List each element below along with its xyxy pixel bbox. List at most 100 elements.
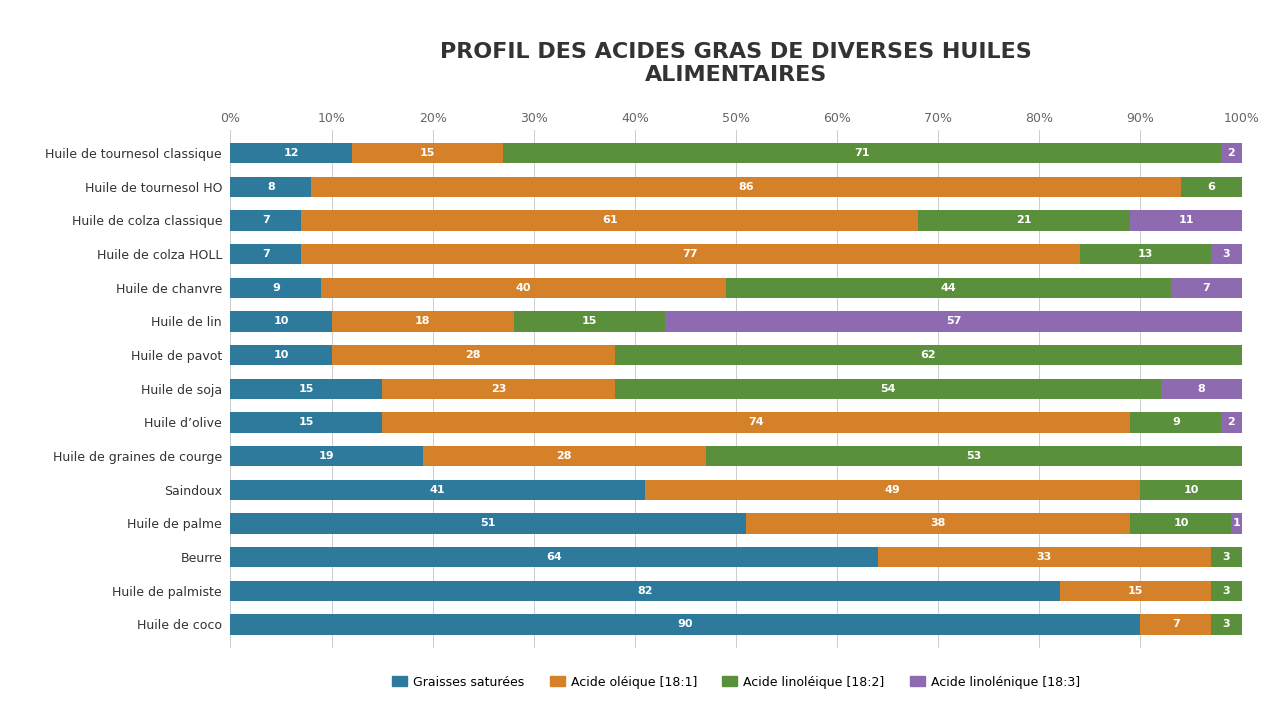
Text: 2: 2 xyxy=(1228,418,1235,428)
Bar xyxy=(1211,547,1242,567)
Text: 10: 10 xyxy=(1174,518,1189,528)
Bar xyxy=(332,311,513,332)
Bar xyxy=(230,176,311,197)
Bar xyxy=(614,345,1242,365)
Text: 38: 38 xyxy=(931,518,946,528)
Text: 23: 23 xyxy=(490,384,506,394)
Bar xyxy=(230,580,1060,601)
Text: 28: 28 xyxy=(557,451,572,461)
Text: 74: 74 xyxy=(749,418,764,428)
Text: 71: 71 xyxy=(855,148,870,158)
Bar xyxy=(918,210,1130,230)
Bar xyxy=(230,480,645,500)
Bar xyxy=(422,446,705,467)
Bar xyxy=(1181,176,1242,197)
Legend: Graisses saturées, Acide oléique [18:1], Acide linoléique [18:2], Acide linoléni: Graisses saturées, Acide oléique [18:1],… xyxy=(387,670,1085,693)
Bar xyxy=(1130,513,1231,534)
Bar xyxy=(513,311,666,332)
Text: 57: 57 xyxy=(946,317,961,326)
Bar xyxy=(1171,278,1242,298)
Bar xyxy=(705,446,1242,467)
Bar xyxy=(1140,614,1211,634)
Text: 1: 1 xyxy=(1233,518,1240,528)
Text: 3: 3 xyxy=(1222,249,1230,259)
Bar xyxy=(230,446,422,467)
Text: 6: 6 xyxy=(1207,182,1215,192)
Bar xyxy=(503,143,1221,163)
Text: 19: 19 xyxy=(319,451,334,461)
Text: 53: 53 xyxy=(966,451,982,461)
Bar xyxy=(1242,580,1252,601)
Text: 15: 15 xyxy=(581,317,596,326)
Text: 90: 90 xyxy=(677,619,694,629)
Text: 77: 77 xyxy=(682,249,699,259)
Bar xyxy=(230,345,332,365)
Bar xyxy=(230,244,301,264)
Bar xyxy=(230,513,746,534)
Bar xyxy=(746,513,1130,534)
Bar xyxy=(1211,614,1242,634)
Bar xyxy=(321,278,726,298)
Text: 15: 15 xyxy=(298,384,314,394)
Bar xyxy=(332,345,614,365)
Bar xyxy=(1130,210,1242,230)
Text: 3: 3 xyxy=(1222,552,1230,562)
Text: 64: 64 xyxy=(547,552,562,562)
Text: 7: 7 xyxy=(262,249,270,259)
Text: 3: 3 xyxy=(1222,619,1230,629)
Text: 21: 21 xyxy=(1016,215,1032,225)
Bar xyxy=(230,210,301,230)
Bar xyxy=(1060,580,1211,601)
Text: 10: 10 xyxy=(273,317,289,326)
Text: 49: 49 xyxy=(884,485,901,495)
Bar xyxy=(1130,413,1221,433)
Bar xyxy=(352,143,503,163)
Text: 2: 2 xyxy=(1228,148,1235,158)
Title: PROFIL DES ACIDES GRAS DE DIVERSES HUILES
ALIMENTAIRES: PROFIL DES ACIDES GRAS DE DIVERSES HUILE… xyxy=(440,42,1032,85)
Text: 13: 13 xyxy=(1138,249,1153,259)
Bar xyxy=(230,614,1140,634)
Text: 10: 10 xyxy=(1183,485,1199,495)
Bar xyxy=(1221,413,1242,433)
Text: 82: 82 xyxy=(637,586,653,595)
Text: 7: 7 xyxy=(262,215,270,225)
Bar xyxy=(381,413,1130,433)
Bar xyxy=(1080,244,1211,264)
Bar xyxy=(230,379,381,399)
Bar xyxy=(230,311,332,332)
Bar xyxy=(230,143,352,163)
Bar xyxy=(230,413,381,433)
Text: 7: 7 xyxy=(1172,619,1180,629)
Text: 28: 28 xyxy=(466,350,481,360)
Text: 8: 8 xyxy=(1197,384,1204,394)
Text: 11: 11 xyxy=(1178,215,1194,225)
Bar xyxy=(1221,143,1242,163)
Text: 9: 9 xyxy=(271,283,280,293)
Text: 54: 54 xyxy=(879,384,896,394)
Text: 33: 33 xyxy=(1037,552,1052,562)
Text: 62: 62 xyxy=(920,350,936,360)
Text: 8: 8 xyxy=(268,182,275,192)
Text: 44: 44 xyxy=(941,283,956,293)
Text: 1: 1 xyxy=(1243,586,1251,595)
Bar xyxy=(614,379,1161,399)
Text: 18: 18 xyxy=(415,317,430,326)
Text: 41: 41 xyxy=(430,485,445,495)
Text: 15: 15 xyxy=(1128,586,1143,595)
Bar xyxy=(1231,513,1242,534)
Text: 15: 15 xyxy=(420,148,435,158)
Bar xyxy=(726,278,1171,298)
Bar xyxy=(645,480,1140,500)
Bar xyxy=(230,278,321,298)
Text: 3: 3 xyxy=(1222,586,1230,595)
Text: 10: 10 xyxy=(273,350,289,360)
Bar xyxy=(1140,480,1242,500)
Text: 9: 9 xyxy=(1172,418,1180,428)
Bar xyxy=(1161,379,1242,399)
Bar xyxy=(878,547,1211,567)
Bar xyxy=(1211,580,1242,601)
Text: 7: 7 xyxy=(1202,283,1210,293)
Bar xyxy=(230,547,878,567)
Bar xyxy=(666,311,1242,332)
Text: 12: 12 xyxy=(283,148,298,158)
